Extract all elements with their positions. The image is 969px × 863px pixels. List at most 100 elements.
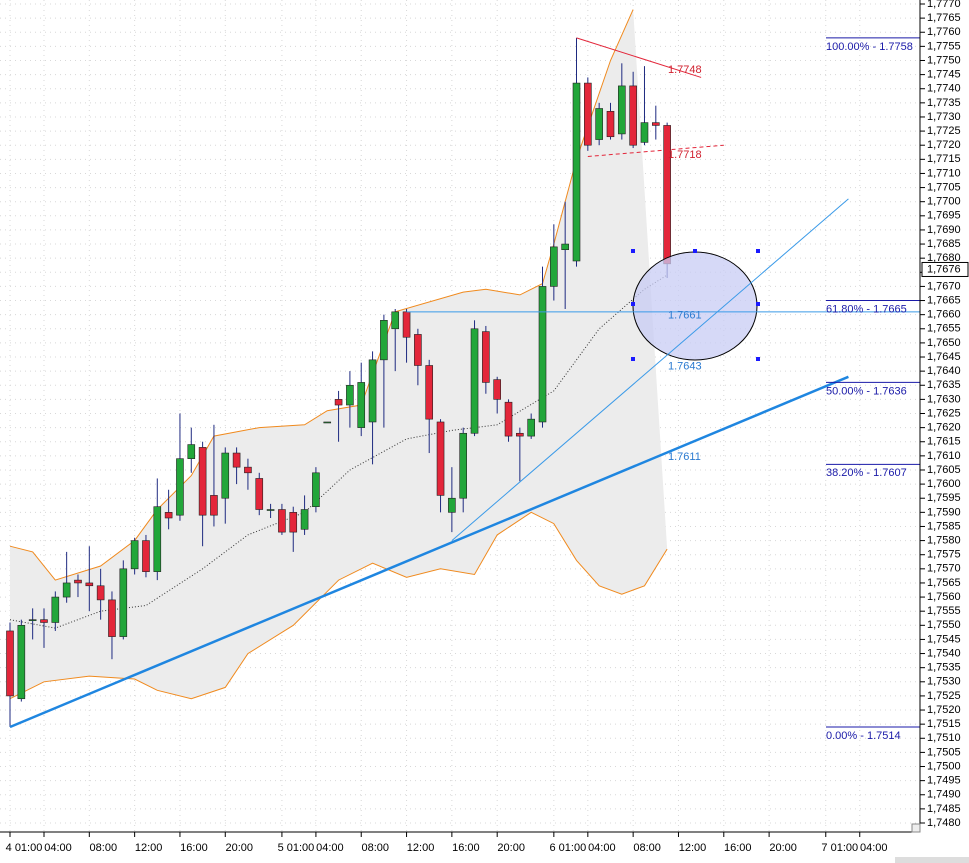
candle-body [51, 596, 60, 623]
candle-body [584, 82, 592, 146]
price-label: 1.7611 [668, 451, 701, 463]
candle-body [459, 432, 468, 499]
candle-body [244, 466, 252, 474]
y-tick-label: 1,7715 [927, 153, 961, 165]
y-tick-label: 1,7635 [927, 379, 961, 391]
y-tick-label: 1,7720 [927, 139, 961, 151]
candle-body [164, 512, 173, 519]
ellipse-annotation [632, 251, 758, 361]
candle-body [391, 311, 400, 330]
x-tick-label: 04:00 [860, 842, 888, 854]
x-tick-label: 16:00 [180, 842, 208, 854]
y-tick-label: 1,7585 [927, 520, 961, 532]
trendline [451, 198, 849, 541]
candle-body [629, 85, 637, 146]
under-layer [0, 0, 920, 832]
y-tick-label: 1,7605 [927, 464, 961, 476]
candle-body [289, 512, 298, 533]
x-tick-label: 12:00 [407, 842, 435, 854]
ellipse-handles [631, 249, 760, 361]
candle-body [368, 359, 377, 423]
y-tick-label: 1,7745 [927, 69, 961, 81]
y-tick-label: 1,7645 [927, 351, 961, 363]
y-tick-label: 1,7640 [927, 365, 961, 377]
y-tick-label: 1,7740 [927, 83, 961, 95]
corner-box [911, 823, 921, 833]
candle-body [482, 331, 490, 383]
y-tick-label: 1,7680 [927, 252, 961, 264]
y-tick-label: 1,7655 [927, 323, 961, 335]
candle-body [640, 122, 649, 143]
y-tick-label: 1,7695 [927, 210, 961, 222]
y-tick-label: 1,7520 [927, 704, 961, 716]
y-tick-label: 1,7500 [927, 760, 961, 772]
y-tick-label: 1,7555 [927, 605, 961, 617]
candle-body [504, 401, 513, 437]
x-tick-label: 12:00 [135, 842, 163, 854]
candle-body [663, 125, 671, 265]
handle [693, 249, 697, 253]
y-tick-label: 1,7505 [927, 746, 961, 758]
x-tick-label: 04:00 [588, 842, 616, 854]
candle-body [550, 246, 558, 287]
handle [631, 357, 635, 361]
candle-body [255, 478, 264, 510]
candle-body [278, 509, 286, 533]
candle-body [266, 509, 275, 511]
candle-body [380, 320, 388, 361]
candle-body [221, 452, 230, 499]
candle-body [96, 585, 105, 601]
candle-body [346, 384, 354, 406]
y-tick-label: 1,7685 [927, 238, 961, 250]
y-tick-label: 1,7595 [927, 492, 961, 504]
y-tick-label: 1,7515 [927, 718, 961, 730]
candle-body [85, 582, 94, 587]
y-tick-label: 1,7765 [927, 12, 961, 24]
candle-body [312, 472, 320, 507]
x-tick-label: 08:00 [361, 842, 389, 854]
x-tick-label: 6 01:00 [549, 842, 586, 854]
x-tick-label: 4 01:00 [6, 842, 43, 854]
candle-body [17, 625, 26, 700]
candle-body [538, 286, 547, 423]
candle-body [402, 311, 411, 338]
y-tick-label: 1,7690 [927, 224, 961, 236]
candle-body [572, 82, 581, 262]
y-tick-label: 1,7760 [927, 26, 961, 38]
candle-body [414, 334, 422, 366]
y-tick-label: 1,7545 [927, 633, 961, 645]
candle-body [119, 568, 128, 637]
candle-body [606, 111, 615, 138]
candle-body [210, 495, 218, 516]
candle-body [40, 619, 48, 623]
candle-body [436, 421, 445, 496]
y-tick-label: 1,7530 [927, 676, 961, 688]
scrollbar [895, 857, 969, 863]
x-tick-label: 5 01:00 [278, 842, 315, 854]
y-tick-label: 1,7705 [927, 181, 961, 193]
candle-body [300, 509, 309, 530]
band-lower [9, 511, 668, 700]
y-tick-label: 1,7620 [927, 422, 961, 434]
y-tick-label: 1,7700 [927, 196, 961, 208]
handle [631, 302, 635, 306]
candle-body [142, 540, 150, 572]
y-tick-label: 1,7735 [927, 97, 961, 109]
x-tick-label: 16:00 [452, 842, 480, 854]
trendline [576, 37, 702, 78]
y-tick-label: 1,7525 [927, 690, 961, 702]
x-tick-label: 12:00 [679, 842, 707, 854]
band-area [10, 9, 668, 699]
price-label: 1.7643 [668, 361, 702, 373]
candle-body [652, 122, 660, 126]
y-tick-label: 1,7580 [927, 534, 961, 546]
y-tick-label: 1,7560 [927, 591, 961, 603]
y-tick-label: 1,7490 [927, 789, 961, 801]
candle-body [527, 418, 535, 437]
candle-body [6, 630, 14, 697]
candle-body [334, 399, 343, 406]
y-tick-label: 1,7650 [927, 337, 961, 349]
x-tick-label: 16:00 [724, 842, 752, 854]
y-tick-label: 1,7535 [927, 662, 961, 674]
